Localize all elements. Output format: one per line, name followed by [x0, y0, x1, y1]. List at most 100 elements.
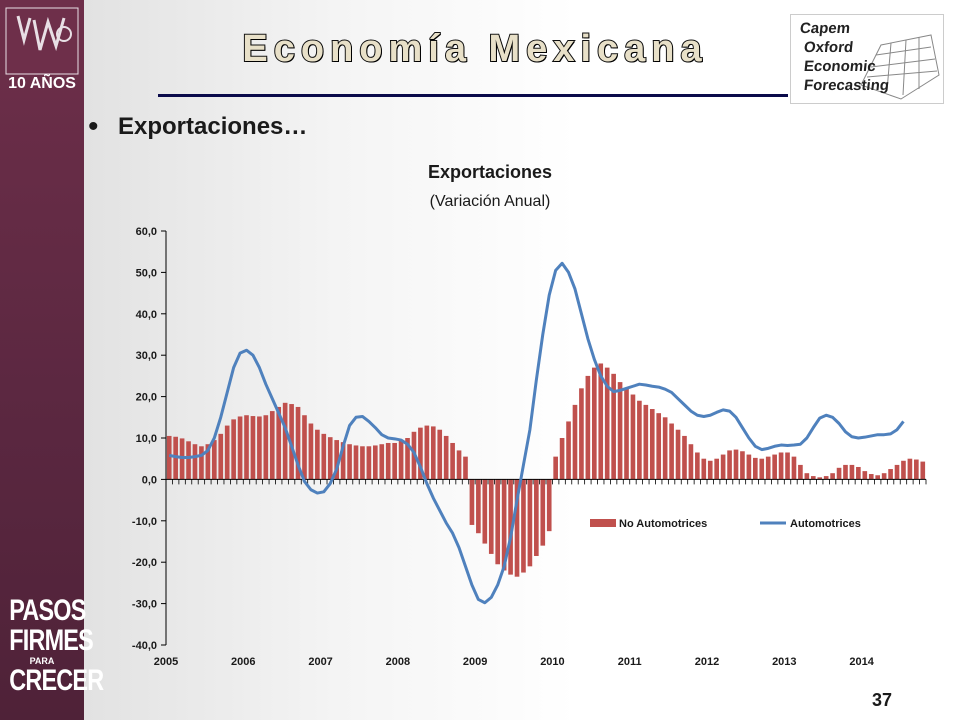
bar: [843, 464, 848, 480]
bar: [914, 459, 919, 480]
bar: [360, 446, 365, 480]
bar: [604, 367, 610, 480]
bar: [727, 450, 732, 480]
bar: [495, 479, 501, 565]
bar: [682, 435, 687, 480]
legend-swatch-bar: [590, 519, 616, 527]
bar: [920, 461, 926, 480]
bar: [817, 477, 823, 480]
bar: [546, 479, 552, 532]
bar: [334, 440, 339, 480]
bar: [347, 444, 352, 480]
bar: [701, 458, 707, 480]
bar: [566, 421, 571, 480]
bar: [675, 429, 681, 480]
bar: [295, 406, 301, 480]
bar: [630, 394, 636, 480]
bar: [166, 435, 172, 480]
chart-axes: 60,0 50,0 40,0 30,0 20,0 10,0 0,0 -10,0 -20,0 -30…: [132, 226, 927, 668]
bar: [534, 479, 539, 556]
bar: [476, 479, 481, 534]
bar: [373, 445, 378, 480]
bar: [418, 427, 423, 480]
bar: [237, 416, 243, 480]
bar: [488, 479, 494, 554]
bar: [868, 474, 874, 480]
x-tick-label: 2006: [231, 656, 255, 668]
bar: [798, 464, 803, 480]
bar: [192, 444, 198, 480]
bar: [649, 409, 655, 480]
bullet-icon: •: [88, 110, 99, 143]
bar: [830, 473, 835, 480]
slogan-word: PASOS: [9, 594, 86, 627]
bar: [224, 425, 230, 480]
bar: [327, 437, 333, 480]
y-tick-label: -10,0: [132, 516, 157, 528]
bar: [907, 458, 913, 480]
bar: [456, 450, 462, 480]
slide-title: Economía Mexicana: [241, 27, 708, 71]
slogan-word: PARA: [29, 656, 55, 666]
chart-subtitle: (Variación Anual): [430, 193, 551, 210]
bar: [353, 445, 359, 480]
sidebar-band: 10 AÑOS PASOS FIRMES PARA CRECER: [0, 0, 104, 720]
legend-label: Automotrices: [790, 518, 861, 530]
bar: [707, 460, 713, 480]
x-tick-label: 2009: [463, 656, 487, 668]
bar: [430, 426, 436, 480]
bar: [778, 452, 784, 480]
bar: [617, 382, 623, 480]
bar: [257, 416, 262, 480]
anniversary-logo: 10 AÑOS: [5, 7, 79, 92]
bar: [901, 460, 906, 480]
bar: [772, 454, 777, 480]
bar: [508, 479, 513, 575]
bar: [559, 438, 565, 480]
bar: [740, 451, 745, 480]
bar: [263, 415, 269, 480]
bar: [540, 479, 546, 546]
bar: [669, 423, 674, 480]
bar: [514, 479, 520, 577]
x-tick-label: 2013: [772, 656, 796, 668]
bar: [521, 479, 526, 573]
bar: [733, 449, 739, 480]
y-tick-label: 0,0: [142, 474, 157, 486]
automotrices-line: [168, 261, 905, 605]
x-tick-label: 2014: [849, 656, 874, 668]
bar: [746, 454, 752, 480]
bar: [888, 469, 893, 480]
bar: [392, 442, 397, 480]
y-tick-label: 50,0: [136, 267, 157, 279]
bar: [881, 473, 887, 480]
bar: [244, 415, 249, 480]
bar: [765, 456, 771, 480]
legend-label: No Automotrices: [619, 518, 707, 530]
bar: [553, 456, 558, 480]
bar: [714, 458, 719, 480]
x-tick-label: 2005: [154, 656, 178, 668]
y-tick-label: 40,0: [136, 309, 157, 321]
bar: [398, 440, 404, 480]
bar: [482, 479, 488, 544]
bar: [199, 446, 204, 480]
bar: [463, 456, 468, 480]
bar: [269, 411, 275, 480]
y-tick-label: 20,0: [136, 392, 157, 404]
title-underline: [158, 94, 788, 97]
bar: [643, 404, 649, 480]
bar-series: [166, 363, 926, 577]
bar: [315, 429, 320, 480]
bar: [849, 464, 855, 480]
chart-legend: No Automotrices Automotrices: [590, 518, 861, 530]
bar: [424, 425, 430, 480]
bar: [282, 402, 288, 480]
bar: [656, 413, 662, 480]
svg-text:10 AÑOS: 10 AÑOS: [8, 72, 76, 92]
bar: [785, 452, 790, 480]
bar: [611, 373, 616, 480]
bar: [218, 433, 224, 480]
bar: [501, 479, 507, 571]
bar: [321, 433, 327, 480]
